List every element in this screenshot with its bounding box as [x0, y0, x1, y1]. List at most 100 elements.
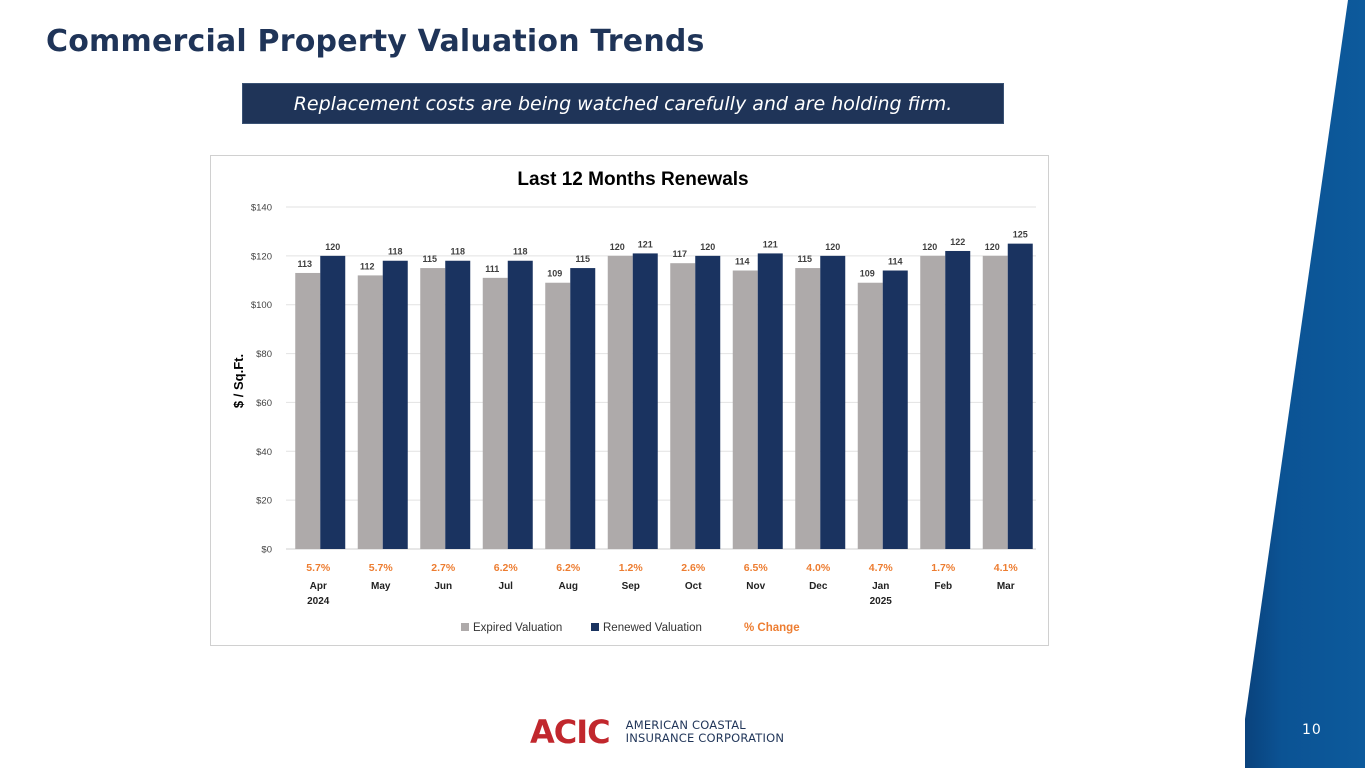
data-label-expired: 113 [297, 259, 312, 269]
legend-swatch-renewed [591, 623, 599, 631]
pct-change-label: 2.6% [681, 562, 706, 574]
x-tick-label: May [371, 581, 391, 592]
pct-change-label: 6.2% [556, 562, 581, 574]
bar-expired [482, 277, 508, 549]
pct-change-label: 6.5% [744, 562, 769, 574]
data-label-expired: 109 [547, 269, 562, 279]
bar-renewed [695, 255, 721, 549]
pct-change-label: 1.2% [619, 562, 644, 574]
decorative-side-band [1238, 0, 1365, 768]
y-tick-label: $100 [251, 300, 272, 311]
bar-expired [295, 272, 321, 549]
y-tick-label: $0 [261, 545, 272, 556]
data-label-renewed: 121 [638, 239, 653, 249]
bar-expired [732, 270, 758, 549]
x-tick-label: Jul [499, 581, 514, 592]
pct-change-label: 6.2% [494, 562, 519, 574]
bar-expired [982, 255, 1008, 549]
logo-mark: ACIC [530, 713, 611, 751]
y-tick-label: $120 [251, 251, 272, 262]
data-label-expired: 117 [672, 249, 687, 259]
data-label-renewed: 120 [700, 242, 715, 252]
y-tick-label: $80 [256, 349, 272, 360]
x-tick-label: Dec [809, 581, 828, 592]
bar-renewed [820, 255, 846, 549]
data-label-expired: 114 [735, 257, 750, 267]
bar-expired [607, 255, 633, 549]
bar-renewed [320, 255, 346, 549]
x-tick-label: Apr [310, 581, 327, 592]
data-label-renewed: 118 [513, 247, 528, 257]
data-label-expired: 111 [485, 264, 499, 274]
pct-change-label: 5.7% [369, 562, 394, 574]
bar-expired [670, 263, 696, 549]
bar-renewed [570, 268, 596, 549]
data-label-renewed: 120 [825, 242, 840, 252]
data-label-expired: 109 [860, 269, 875, 279]
bar-renewed [445, 260, 471, 549]
logo-wordmark: AMERICAN COASTAL INSURANCE CORPORATION [626, 719, 784, 745]
pct-change-label: 2.7% [431, 562, 456, 574]
bar-expired [357, 275, 383, 549]
y-tick-label: $40 [256, 447, 272, 458]
bar-renewed [507, 260, 533, 549]
bar-renewed [945, 250, 971, 549]
bar-expired [857, 282, 883, 549]
data-label-renewed: 118 [388, 247, 403, 257]
x-tick-sublabel: 2025 [870, 596, 893, 607]
data-label-expired: 120 [922, 242, 937, 252]
pct-change-label: 4.1% [994, 562, 1019, 574]
page-number: 10 [1302, 722, 1322, 738]
pct-change-label: 1.7% [931, 562, 956, 574]
data-label-renewed: 115 [575, 254, 590, 264]
bar-chart: Last 12 Months Renewals $ / Sq.Ft. $0 $20… [231, 169, 1036, 634]
bar-expired [795, 268, 821, 549]
data-label-expired: 112 [360, 261, 375, 271]
x-tick-label: Mar [997, 581, 1015, 592]
data-label-renewed: 120 [325, 242, 340, 252]
bar-renewed [757, 253, 783, 549]
x-tick-label: Aug [559, 581, 578, 592]
bar-renewed [632, 253, 658, 549]
y-tick-label: $20 [256, 496, 272, 507]
data-label-renewed: 114 [888, 257, 903, 267]
bar-renewed [382, 260, 408, 549]
legend-label-expired: Expired Valuation [473, 622, 562, 634]
bar-renewed [1007, 243, 1033, 549]
y-tick-label: $60 [256, 398, 272, 409]
data-label-expired: 120 [610, 242, 625, 252]
x-tick-label: Oct [685, 581, 702, 592]
chart-title: Last 12 Months Renewals [517, 169, 748, 190]
data-label-renewed: 122 [950, 237, 965, 247]
bar-expired [545, 282, 571, 549]
company-logo: ACIC AMERICAN COASTAL INSURANCE CORPORAT… [530, 716, 784, 748]
logo-line-2: INSURANCE CORPORATION [625, 731, 785, 745]
callout-banner: Replacement costs are being watched care… [242, 83, 1004, 124]
data-label-expired: 120 [985, 242, 1000, 252]
bar-renewed [882, 270, 908, 549]
pct-change-label: 4.0% [806, 562, 831, 574]
x-tick-label: Feb [934, 581, 952, 592]
callout-text: Replacement costs are being watched care… [293, 92, 953, 115]
chart-legend: Expired Valuation Renewed Valuation % Ch… [461, 622, 800, 634]
data-label-renewed: 121 [763, 239, 778, 249]
legend-swatch-expired [461, 623, 469, 631]
data-label-renewed: 118 [450, 247, 465, 257]
legend-label-pct-change: % Change [744, 622, 800, 634]
y-axis-label: $ / Sq.Ft. [231, 354, 246, 408]
x-tick-label: Jun [434, 581, 452, 592]
x-tick-label: Nov [746, 581, 765, 592]
x-tick-label: Jan [872, 581, 889, 592]
slide-title: Commercial Property Valuation Trends [46, 24, 705, 59]
x-tick-label: Sep [622, 581, 640, 592]
chart-container: Last 12 Months Renewals $ / Sq.Ft. $0 $20… [210, 155, 1049, 646]
data-label-expired: 115 [422, 254, 437, 264]
logo-line-1: AMERICAN COASTAL [625, 718, 746, 732]
pct-change-label: 4.7% [869, 562, 894, 574]
bar-expired [420, 268, 446, 549]
legend-label-renewed: Renewed Valuation [603, 622, 702, 634]
y-tick-label: $140 [251, 203, 272, 214]
data-label-expired: 115 [797, 254, 812, 264]
x-tick-sublabel: 2024 [307, 596, 330, 607]
data-label-renewed: 125 [1013, 230, 1028, 240]
